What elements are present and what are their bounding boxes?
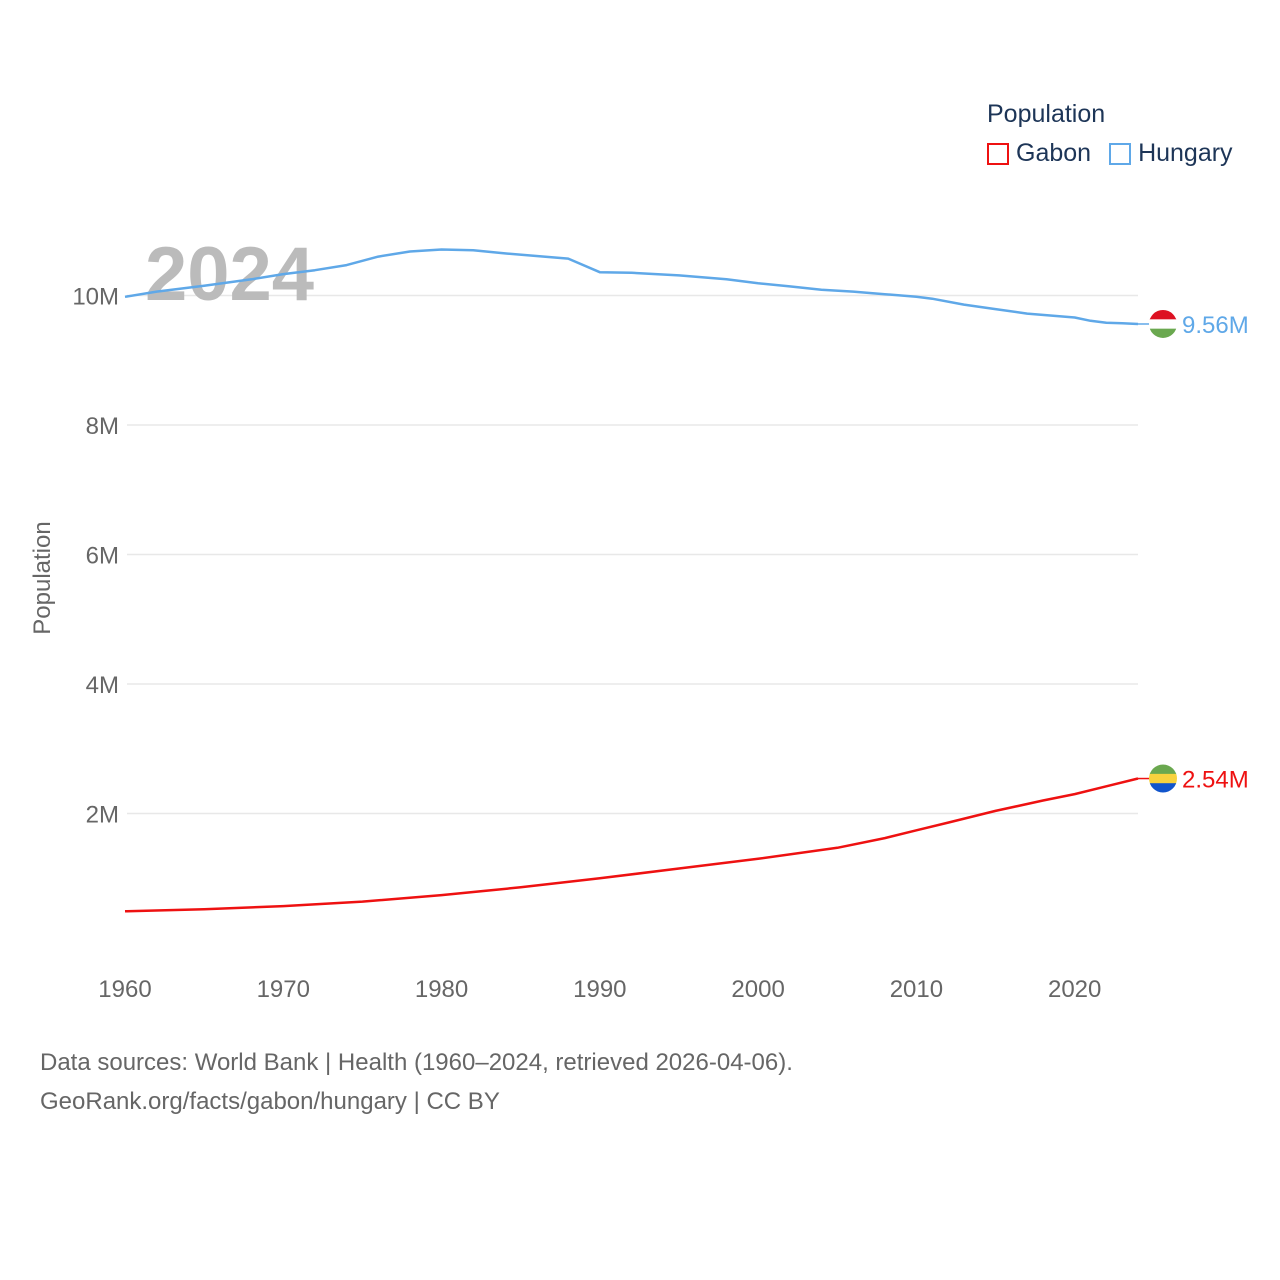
legend-label-hungary: Hungary: [1138, 139, 1233, 167]
grid-layer: [127, 294, 1138, 815]
series-line-hungary[interactable]: [124, 248, 1139, 326]
y-tick-label: 10M: [72, 284, 119, 311]
y-tick-label: 8M: [86, 413, 119, 440]
end-value-label-gabon: 2.54M: [1182, 767, 1249, 794]
source-link[interactable]: GeoRank.org/facts/gabon/hungary | CC BY: [40, 1088, 500, 1115]
gabon-flag-icon: [1149, 764, 1177, 793]
data-source-note: Data sources: World Bank | Health (1960–…: [40, 1049, 793, 1076]
y-tick-label: 2M: [86, 802, 119, 829]
series-line-gabon[interactable]: [124, 777, 1139, 913]
legend-title: Population: [987, 100, 1106, 128]
legend-item-hungary[interactable]: Hungary: [1109, 139, 1233, 168]
x-tick-label: 1990: [573, 976, 626, 1003]
legend-item-gabon[interactable]: Gabon: [987, 139, 1091, 168]
y-axis-label: Population: [29, 521, 56, 634]
y-axis: 2M 4M 6M 8M 10M: [72, 284, 119, 829]
x-tick-label: 2020: [1048, 976, 1101, 1003]
legend-label-gabon: Gabon: [1016, 139, 1092, 167]
x-tick-label: 2000: [731, 976, 784, 1003]
x-tick-label: 1970: [257, 976, 310, 1003]
y-tick-label: 6M: [86, 543, 119, 570]
legend-swatch-gabon: [987, 142, 1009, 165]
end-markers: 2.54M 9.56M: [1138, 309, 1249, 794]
legend-swatch-hungary: [1109, 142, 1132, 165]
x-axis: 1960 1970 1980 1990 2000 2010 2020: [98, 976, 1101, 1003]
legend: Population Gabon Hungary: [987, 100, 1233, 168]
hungary-flag-icon: [1149, 309, 1177, 338]
x-tick-label: 1960: [98, 976, 151, 1003]
end-value-label-hungary: 9.56M: [1182, 312, 1249, 339]
x-tick-label: 2010: [890, 976, 943, 1003]
y-tick-label: 4M: [86, 672, 119, 699]
footer: Data sources: World Bank | Health (1960–…: [40, 1043, 793, 1121]
x-tick-label: 1980: [415, 976, 468, 1003]
series-layer: [124, 248, 1139, 913]
